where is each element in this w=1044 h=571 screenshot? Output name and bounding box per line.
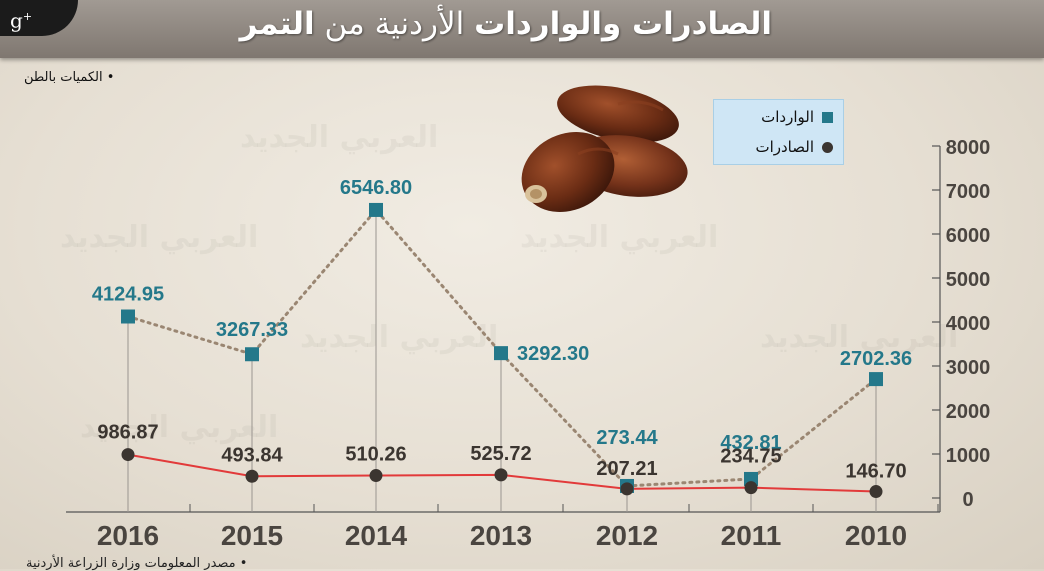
imports-data-label: 273.44 (596, 427, 658, 449)
x-tick-label: 2016 (97, 520, 159, 551)
legend-label-imports: الواردات (761, 108, 814, 126)
exports-marker (494, 468, 508, 482)
source-note: • مصدر المعلومات وزارة الزراعة الأردنية (26, 556, 248, 571)
exports-marker (245, 469, 259, 483)
imports-marker (869, 372, 883, 387)
y-tick-label: 6000 (946, 225, 991, 247)
dates-illustration-icon (521, 85, 688, 212)
circle-marker-icon (822, 141, 833, 153)
title-part-1: الصادرات والواردات (474, 6, 772, 42)
exports-data-label: 510.26 (345, 444, 406, 466)
imports-data-label: 4124.95 (92, 284, 164, 306)
gplus-label: g (10, 8, 23, 33)
legend-label-exports: الصادرات (755, 138, 814, 156)
exports-marker (869, 485, 883, 499)
x-tick-label: 2010 (845, 520, 907, 551)
exports-data-label: 525.72 (470, 443, 531, 465)
legend: الواردات الصادرات (713, 99, 844, 165)
imports-data-label: 6546.80 (340, 177, 412, 199)
title-part-3: التمر (239, 6, 315, 42)
gplus-sup: + (22, 10, 33, 23)
imports-data-label: 432.81 (720, 432, 781, 454)
imports-data-label: 3292.30 (517, 343, 589, 365)
y-tick-label: 2000 (946, 401, 991, 423)
unit-note: • الكميات بالطن (24, 70, 115, 85)
y-tick-label: 8000 (946, 137, 991, 159)
page-title: الصادرات والواردات الأردنية من التمر (240, 6, 772, 42)
exports-data-label: 146.70 (845, 461, 906, 483)
exports-marker (369, 469, 383, 483)
legend-item-imports: الواردات (761, 108, 833, 126)
legend-item-exports: الصادرات (755, 138, 833, 156)
square-marker-icon (822, 111, 833, 123)
y-tick-label: 7000 (946, 181, 991, 203)
x-tick-label: 2011 (721, 520, 782, 551)
exports-data-label: 493.84 (221, 444, 283, 466)
title-bar: الصادرات والواردات الأردنية من التمر (0, 0, 1044, 58)
x-tick-label: 2014 (345, 520, 408, 551)
exports-data-label: 986.87 (97, 422, 158, 444)
y-tick-label: 3000 (946, 357, 991, 379)
y-tick-label: 1000 (946, 445, 991, 467)
imports-data-label: 3267.33 (216, 319, 288, 341)
imports-marker (121, 309, 135, 324)
y-tick-label: 5000 (946, 269, 991, 291)
x-tick-label: 2012 (596, 520, 658, 551)
x-tick-label: 2013 (470, 520, 532, 551)
y-tick-label: 4000 (946, 313, 991, 335)
imports-marker (245, 347, 259, 362)
x-tick-label: 2015 (221, 520, 283, 551)
exports-marker (121, 448, 135, 462)
exports-data-label: 234.75 (720, 446, 781, 468)
imports-marker (494, 346, 508, 361)
y-tick-label: 0 (962, 489, 973, 511)
title-part-2: الأردنية من (314, 6, 475, 42)
exports-marker (744, 481, 758, 495)
imports-data-label: 2702.36 (840, 348, 912, 370)
imports-marker (369, 202, 383, 217)
exports-data-label: 207.21 (596, 458, 657, 480)
exports-marker (620, 482, 634, 496)
